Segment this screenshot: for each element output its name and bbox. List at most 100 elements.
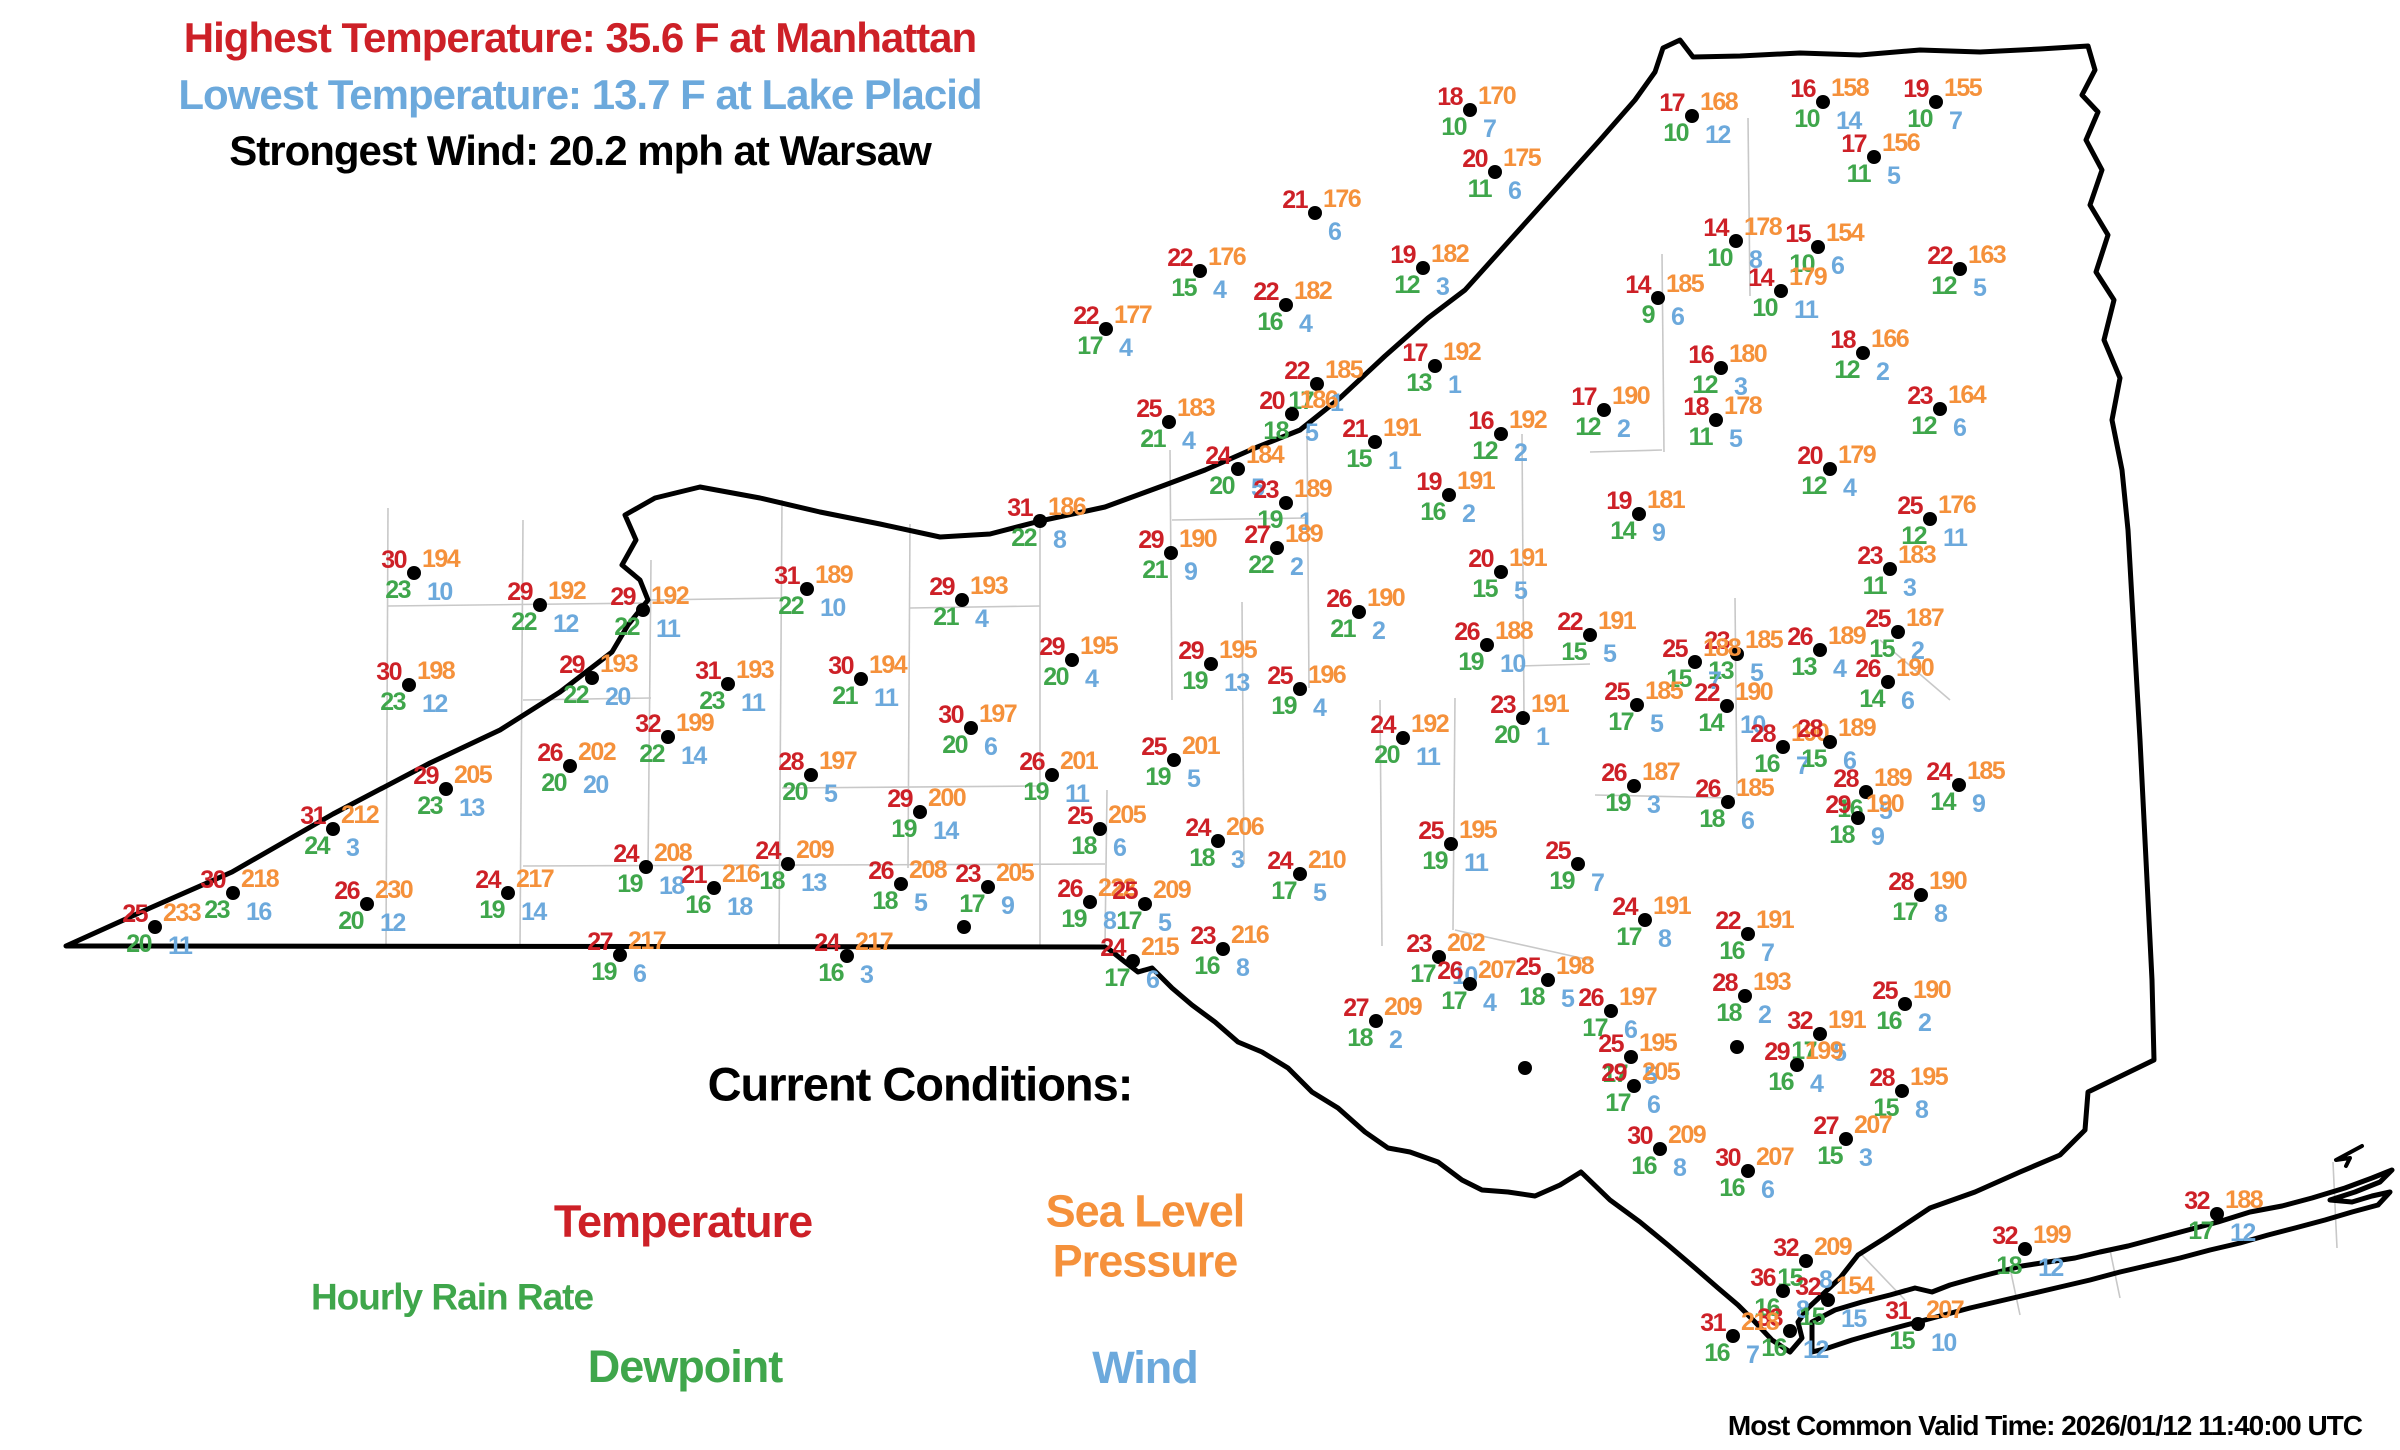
station-dot-icon — [1352, 605, 1366, 619]
station-wind-value: 5 — [1603, 640, 1617, 668]
station-dot-icon — [407, 566, 421, 580]
station-pressure-value: 190 — [1367, 584, 1406, 612]
legend-temperature-label: Temperature — [553, 1195, 813, 1247]
station-wind-value: 8 — [1053, 526, 1067, 554]
station-dot-icon — [707, 881, 721, 895]
station-temperature-value: 25 — [1136, 395, 1162, 423]
station-temperature-value: 23 — [1190, 922, 1216, 950]
station-dot-icon — [1488, 165, 1502, 179]
station-dot-icon — [804, 768, 818, 782]
station-temperature-value: 28 — [1869, 1064, 1895, 1092]
station-temperature-value: 28 — [778, 748, 804, 776]
station-temperature-value: 33 — [1757, 1304, 1783, 1332]
station-temperature-value: 29 — [887, 785, 913, 813]
station-dewpoint-value: 16 — [1719, 937, 1745, 965]
station-wind-value: 10 — [820, 594, 846, 622]
station-wind-value: 11 — [656, 615, 681, 643]
station-temperature-value: 17 — [1571, 383, 1597, 411]
station-dot-icon — [1730, 1040, 1744, 1054]
station-pressure-value: 190 — [1929, 867, 1968, 895]
station-temperature-value: 28 — [1797, 715, 1823, 743]
station-wind-value: 4 — [975, 605, 989, 633]
station-dot-icon — [1799, 1254, 1813, 1268]
station-temperature-value: 24 — [814, 929, 840, 957]
station-pressure-value: 195 — [1910, 1063, 1949, 1091]
station-wind-value: 1 — [1448, 371, 1462, 399]
station-pressure-value: 199 — [676, 709, 715, 737]
station-temperature-value: 23 — [1490, 691, 1516, 719]
station-temperature-value: 36 — [1750, 1264, 1776, 1292]
station-dot-icon — [1369, 1014, 1383, 1028]
station-dot-icon — [800, 582, 814, 596]
station-dot-icon — [1867, 150, 1881, 164]
station-pressure-value: 192 — [1411, 710, 1450, 738]
station-dewpoint-value: 10 — [1794, 105, 1820, 133]
station-dewpoint-value: 10 — [1789, 250, 1815, 278]
header-summary: Highest Temperature: 35.6 F at Manhattan… — [150, 10, 1010, 180]
station-pressure-value: 199 — [2033, 1221, 2072, 1249]
station-dot-icon — [1604, 1004, 1618, 1018]
station-wind-value: 15 — [1841, 1305, 1867, 1333]
station-dot-icon — [1813, 1027, 1827, 1041]
station-temperature-value: 23 — [1907, 382, 1933, 410]
station-dot-icon — [1738, 989, 1752, 1003]
station-temperature-value: 31 — [695, 657, 721, 685]
station-dewpoint-value: 12 — [1394, 271, 1420, 299]
station-pressure-value: 190 — [1612, 382, 1651, 410]
station-temperature-value: 32 — [1773, 1234, 1799, 1262]
station-wind-value: 11 — [1794, 296, 1819, 324]
station-wind-value: 1 — [1388, 447, 1402, 475]
station-wind-value: 8 — [1819, 1266, 1833, 1294]
station-dot-icon — [1883, 562, 1897, 576]
station-pressure-value: 177 — [1114, 301, 1153, 329]
station-temperature-value: 24 — [1926, 758, 1952, 786]
station-wind-value: 5 — [1973, 274, 1987, 302]
station-wind-value: 2 — [1876, 358, 1890, 386]
station-temperature-value: 18 — [1437, 83, 1463, 111]
station-pressure-value: 182 — [1294, 277, 1333, 305]
station-dewpoint-value: 17 — [1441, 987, 1467, 1015]
station-pressure-value: 207 — [1926, 1296, 1965, 1324]
station-temperature-value: 18 — [1830, 326, 1856, 354]
station-temperature-value: 22 — [1927, 242, 1953, 270]
station-temperature-value: 29 — [1138, 526, 1164, 554]
station-temperature-value: 23 — [955, 860, 981, 888]
station-dewpoint-value: 16 — [1754, 1294, 1780, 1322]
station-dewpoint-value: 17 — [1602, 1060, 1628, 1088]
station-dot-icon — [840, 949, 854, 963]
station-dot-icon — [1651, 291, 1665, 305]
station-dot-icon — [1653, 1142, 1667, 1156]
station-temperature-value: 26 — [1057, 875, 1083, 903]
station-pressure-value: 191 — [1756, 906, 1795, 934]
station-pressure-value: 217 — [516, 865, 555, 893]
station-pressure-value: 218 — [241, 865, 280, 893]
station-dot-icon — [1953, 262, 1967, 276]
station-wind-value: 3 — [1734, 373, 1748, 401]
station-dewpoint-value: 19 — [1458, 648, 1484, 676]
station-wind-value: 6 — [1831, 252, 1845, 280]
station-dot-icon — [1204, 657, 1218, 671]
station-pressure-value: 184 — [1246, 441, 1285, 469]
station-pressure-value: 233 — [163, 899, 202, 927]
station-dot-icon — [1783, 1324, 1797, 1338]
station-wind-value: 9 — [1001, 892, 1015, 920]
station-dot-icon — [1368, 435, 1382, 449]
station-dot-icon — [1416, 261, 1430, 275]
station-dewpoint-value: 22 — [563, 681, 589, 709]
station-wind-value: 6 — [1741, 807, 1755, 835]
station-dot-icon — [1627, 1079, 1641, 1093]
station-pressure-value: 189 — [815, 561, 854, 589]
station-dewpoint-value: 20 — [338, 907, 364, 935]
station-dot-icon — [639, 860, 653, 874]
station-temperature-value: 26 — [1855, 655, 1881, 683]
station-temperature-value: 30 — [200, 866, 226, 894]
station-temperature-value: 29 — [1601, 1059, 1627, 1087]
station-pressure-value: 176 — [1938, 491, 1977, 519]
station-wind-value: 5 — [1305, 419, 1319, 447]
station-temperature-value: 16 — [1468, 407, 1494, 435]
station-dot-icon — [981, 880, 995, 894]
station-pressure-value: 189 — [1874, 764, 1913, 792]
station-wind-value: 13 — [1224, 669, 1250, 697]
wind-arrow-icon — [2334, 1144, 2364, 1168]
station-wind-value: 9 — [1184, 558, 1198, 586]
